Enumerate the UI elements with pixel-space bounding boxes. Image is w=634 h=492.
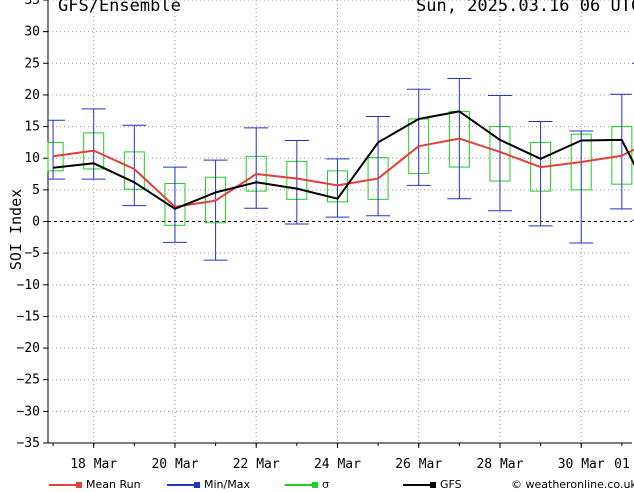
grid <box>48 0 632 444</box>
y-tick-label: 10 <box>24 151 40 166</box>
y-tick-label: −10 <box>17 278 40 293</box>
y-tick-label: 0 <box>32 215 40 230</box>
legend-label-gfs: GFS <box>440 478 462 491</box>
chart-title: GFS/Ensemble <box>58 0 181 16</box>
gfs-line <box>52 110 634 210</box>
y-tick-label: 15 <box>24 120 40 135</box>
x-tick-label: 26 Mar <box>395 457 442 472</box>
x-tick-label: 30 Mar <box>558 457 605 472</box>
x-tick-label: 18 Mar <box>70 457 117 472</box>
legend-swatch-mean-run <box>48 480 82 490</box>
legend-swatch-sigma <box>284 480 318 490</box>
x-tick-label: 28 Mar <box>476 457 523 472</box>
y-tick-label: −30 <box>17 404 40 419</box>
legend-item-min-max: Min/Max <box>166 478 250 492</box>
y-tick-label: 25 <box>24 56 40 71</box>
tick-labels: −35 −30 −25 −20 −15 −10 −5 0 5 10 15 20 25 30 35 18 Mar… <box>7 0 630 472</box>
legend-item-mean-run: Mean Run <box>48 478 141 492</box>
axes <box>43 0 632 448</box>
y-tick-label: 30 <box>24 25 40 40</box>
y-tick-label: −25 <box>17 373 40 388</box>
x-tick-label: 01 <box>614 457 630 472</box>
sigma-box <box>47 141 64 172</box>
y-tick-label: −15 <box>17 309 40 324</box>
legend-item-sigma: σ <box>284 478 329 492</box>
series-lines <box>52 110 634 210</box>
legend-swatch-gfs <box>402 480 436 490</box>
legend-swatch-min-max <box>166 480 200 490</box>
y-tick-label: 35 <box>24 0 40 8</box>
y-tick-label: 5 <box>32 183 40 198</box>
y-tick-label: −35 <box>17 436 40 451</box>
legend-label-mean-run: Mean Run <box>86 478 141 491</box>
sigma-boxes <box>47 110 633 226</box>
y-axis-label: SOI Index <box>7 189 25 270</box>
x-tick-label: 24 Mar <box>314 457 361 472</box>
y-tick-label: −5 <box>24 246 40 261</box>
y-tick-label: −20 <box>17 341 40 356</box>
legend-item-gfs: GFS <box>402 478 462 492</box>
y-tick-label: 20 <box>24 88 40 103</box>
run-datetime: Sun, 2025.03.16 06 UTC <box>416 0 634 16</box>
legend-label-min-max: Min/Max <box>204 478 250 491</box>
mean-run-line <box>52 137 634 208</box>
x-tick-label: 20 Mar <box>151 457 198 472</box>
watermark: © weatheronline.co.uk <box>511 478 634 491</box>
legend-label-sigma: σ <box>322 478 329 491</box>
x-tick-label: 22 Mar <box>233 457 280 472</box>
minmax-whiskers <box>48 62 634 261</box>
